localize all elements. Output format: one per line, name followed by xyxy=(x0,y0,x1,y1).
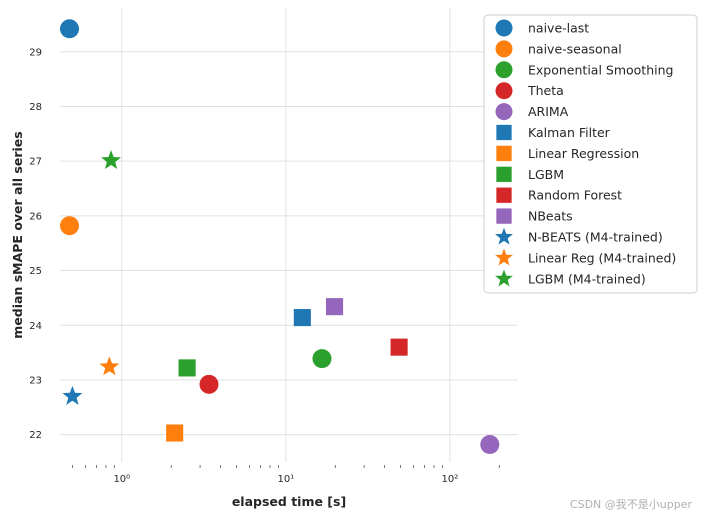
x-tick-label: 10⁰ xyxy=(113,474,130,485)
point-exponential-smoothing xyxy=(312,349,332,369)
point-arima xyxy=(480,434,500,454)
legend-marker-n-beats-m4-trained xyxy=(495,227,513,245)
legend-marker-random-forest xyxy=(496,187,512,203)
point-theta xyxy=(199,374,219,394)
legend-label: N-BEATS (M4-trained) xyxy=(528,230,663,245)
legend-label: naive-seasonal xyxy=(528,41,622,56)
legend-label: naive-last xyxy=(528,21,589,36)
y-tick-label: 29 xyxy=(29,47,42,58)
x-tick-label: 10² xyxy=(442,474,459,485)
data-points xyxy=(60,19,500,454)
legend-label: Kalman Filter xyxy=(528,125,611,140)
point-lgbm-m4-trained xyxy=(101,150,121,170)
legend-marker-linear-regression xyxy=(496,145,512,162)
point-n-beats-m4-trained xyxy=(62,385,83,405)
point-nbeats xyxy=(325,298,344,316)
point-linear-reg-m4-trained xyxy=(99,356,120,376)
legend-label: LGBM xyxy=(528,167,564,182)
legend-label: NBeats xyxy=(528,209,573,224)
legend-label: Linear Reg (M4-trained) xyxy=(528,250,676,265)
point-linear-regression xyxy=(166,424,184,442)
legend-marker-naive-last xyxy=(495,19,513,37)
watermark: CSDN @我不是小upper xyxy=(569,498,692,511)
legend-marker-lgbm-m4-trained xyxy=(495,269,513,287)
legend-marker-arima xyxy=(495,103,513,121)
point-random-forest xyxy=(390,338,408,356)
legend: naive-last naive-seasonal Exponential Smoo… xyxy=(483,14,698,294)
x-ticks: 10⁰ 10¹ 10² xyxy=(72,465,500,485)
legend-marker-kalman-filter xyxy=(496,124,512,141)
point-kalman-filter xyxy=(293,309,311,327)
legend-marker-theta xyxy=(495,82,513,100)
legend-label: ARIMA xyxy=(528,104,569,119)
legend-label: Theta xyxy=(527,83,564,98)
y-tick-label: 23 xyxy=(29,375,42,386)
point-naive-seasonal xyxy=(60,216,80,236)
y-ticks: 22 23 24 25 26 27 28 29 xyxy=(29,47,42,441)
x-tick-label: 10¹ xyxy=(277,474,294,485)
legend-marker-linear-reg-m4-trained xyxy=(495,248,513,266)
point-naive-last xyxy=(60,19,80,39)
y-tick-label: 24 xyxy=(29,321,42,332)
legend-label: Random Forest xyxy=(528,188,622,203)
legend-box xyxy=(483,14,698,294)
y-axis-label: median sMAPE over all series xyxy=(10,131,25,338)
point-lgbm xyxy=(178,359,196,377)
legend-marker-naive-seasonal xyxy=(495,40,513,58)
y-tick-label: 28 xyxy=(29,102,42,113)
grid xyxy=(60,8,518,462)
y-tick-label: 25 xyxy=(29,266,42,277)
x-axis-label: elapsed time [s] xyxy=(232,494,346,509)
y-tick-label: 22 xyxy=(29,430,42,441)
legend-marker-nbeats xyxy=(496,208,512,224)
legend-label: LGBM (M4-trained) xyxy=(528,271,646,286)
legend-label: Exponential Smoothing xyxy=(528,62,673,77)
y-tick-label: 26 xyxy=(29,211,42,222)
legend-marker-lgbm xyxy=(496,166,512,182)
legend-marker-exponential-smoothing xyxy=(495,61,513,79)
legend-label: Linear Regression xyxy=(528,146,639,161)
y-tick-label: 27 xyxy=(29,157,42,168)
